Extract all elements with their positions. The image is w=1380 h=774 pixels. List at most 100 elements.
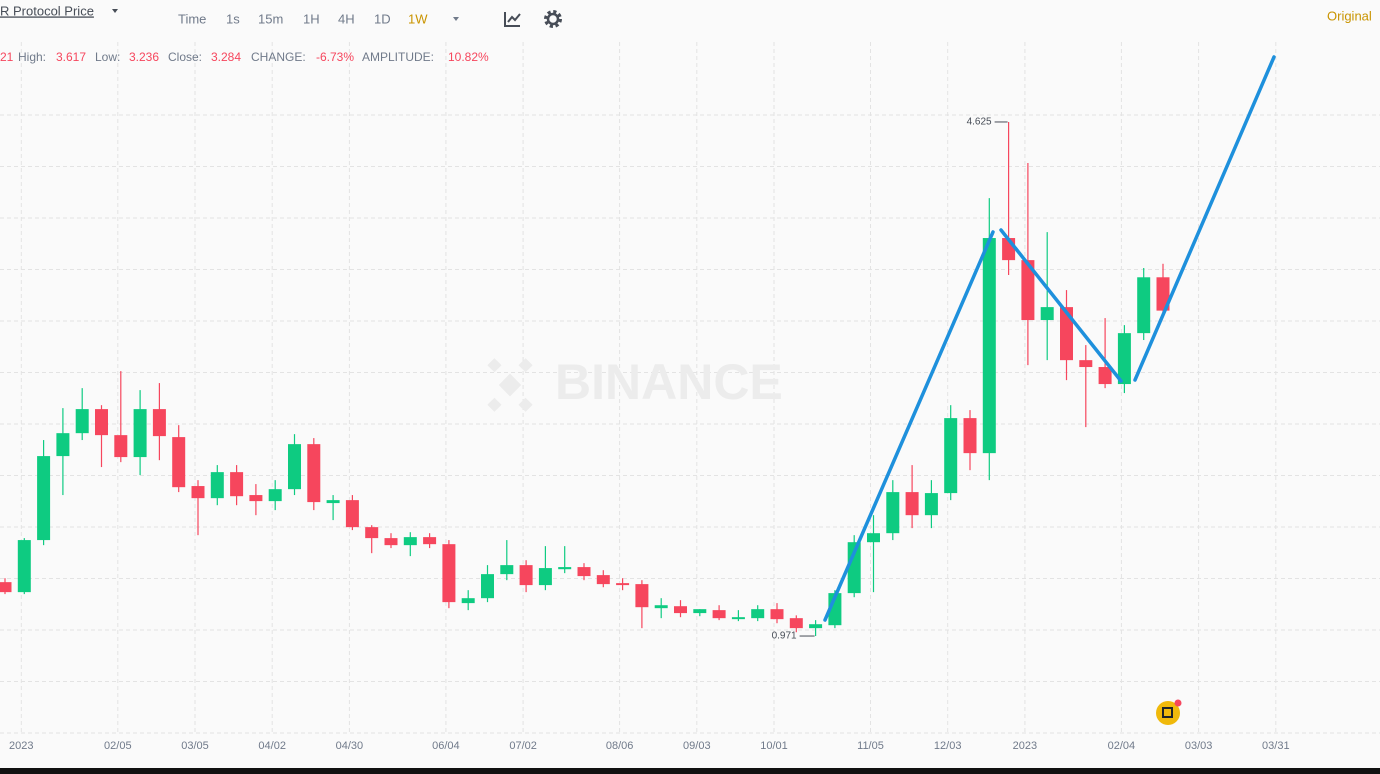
candle bbox=[268, 480, 282, 511]
candle-body bbox=[1060, 307, 1073, 361]
trend-line bbox=[823, 230, 995, 622]
candle bbox=[867, 515, 880, 593]
candle-body bbox=[268, 489, 282, 502]
candle bbox=[1117, 325, 1131, 394]
candle-body bbox=[191, 486, 205, 499]
candle bbox=[249, 484, 263, 516]
interval-option[interactable]: 1s bbox=[226, 11, 240, 26]
candle-body bbox=[288, 444, 301, 490]
x-tick-label: 2023 bbox=[9, 740, 33, 752]
candle bbox=[0, 578, 12, 595]
floating-button[interactable] bbox=[1156, 699, 1182, 726]
candle-body bbox=[789, 618, 803, 629]
interval-option[interactable]: 1H bbox=[303, 11, 320, 26]
candle bbox=[1079, 345, 1093, 428]
x-tick-label: 06/04 bbox=[432, 740, 460, 752]
change-label: CHANGE: bbox=[251, 50, 306, 64]
candle bbox=[577, 563, 591, 581]
settings-icon[interactable] bbox=[544, 10, 562, 28]
grid bbox=[0, 0, 1380, 735]
candle bbox=[365, 525, 379, 554]
open-value: 21 bbox=[0, 50, 14, 64]
interval-option[interactable]: Time bbox=[178, 11, 206, 26]
candle bbox=[191, 480, 205, 536]
candle bbox=[37, 440, 51, 546]
candle bbox=[152, 383, 166, 461]
x-tick-label: 2023 bbox=[1013, 740, 1037, 752]
candle-body bbox=[307, 444, 321, 503]
trend-line bbox=[1133, 55, 1276, 382]
candle bbox=[1137, 267, 1151, 341]
candle bbox=[307, 438, 321, 511]
candle bbox=[693, 609, 707, 617]
candle-body bbox=[152, 409, 166, 437]
x-tick-label: 02/05 bbox=[104, 740, 132, 752]
candle-body bbox=[1137, 277, 1151, 334]
candle-body bbox=[384, 538, 398, 546]
candle-body bbox=[56, 433, 70, 457]
candle bbox=[461, 590, 475, 611]
amplitude-value: 10.82% bbox=[448, 50, 489, 64]
high-label: High: bbox=[18, 50, 46, 64]
candle bbox=[1098, 318, 1112, 389]
candle-body bbox=[963, 418, 977, 454]
interval-option[interactable]: 15m bbox=[258, 11, 283, 26]
candle bbox=[1060, 290, 1073, 381]
x-tick-label: 09/03 bbox=[683, 740, 711, 752]
candle bbox=[654, 598, 668, 619]
interval-option[interactable]: 4H bbox=[338, 11, 355, 26]
candle bbox=[56, 408, 70, 496]
x-tick-label: 04/30 bbox=[336, 740, 364, 752]
candle-body bbox=[95, 409, 108, 436]
candle bbox=[751, 605, 765, 622]
candle-body bbox=[905, 492, 919, 516]
candle bbox=[635, 580, 649, 629]
candle-body bbox=[75, 409, 89, 434]
view-original[interactable]: Original bbox=[1327, 8, 1372, 23]
indicator-icon[interactable] bbox=[504, 12, 521, 27]
interval-caret[interactable] bbox=[453, 17, 459, 21]
x-tick-label: 02/04 bbox=[1108, 740, 1136, 752]
pair-title[interactable]: R Protocol Price bbox=[0, 3, 94, 18]
candle bbox=[75, 388, 89, 441]
candle bbox=[210, 465, 224, 506]
candle-body bbox=[577, 567, 591, 577]
candle bbox=[770, 603, 784, 624]
trend-line bbox=[999, 228, 1123, 383]
candle-body bbox=[249, 495, 263, 502]
candle bbox=[1040, 232, 1054, 361]
candle-body bbox=[519, 565, 533, 586]
candle-body bbox=[1079, 360, 1093, 368]
intervals: Time 1s 15m 1H 4H 1D 1W bbox=[178, 11, 428, 26]
amplitude-label: AMPLITUDE: bbox=[362, 50, 434, 64]
candle-body bbox=[1040, 307, 1054, 321]
candle bbox=[674, 600, 687, 618]
candle-body bbox=[674, 606, 687, 614]
candle bbox=[442, 540, 456, 609]
x-tick-label: 07/02 bbox=[509, 740, 537, 752]
min-label: 0.971 bbox=[772, 631, 797, 642]
interval-option[interactable]: 1W bbox=[408, 11, 428, 26]
candle bbox=[403, 532, 417, 557]
candle-body bbox=[847, 542, 861, 594]
x-tick-label: 12/03 bbox=[934, 740, 962, 752]
max-label: 4.625 bbox=[967, 117, 992, 128]
candle-body bbox=[596, 575, 610, 585]
candle bbox=[133, 390, 147, 476]
candle-body bbox=[500, 565, 514, 575]
candle bbox=[789, 615, 803, 633]
x-tick-label: 08/06 bbox=[606, 740, 634, 752]
title-caret[interactable] bbox=[112, 9, 118, 13]
candle bbox=[558, 546, 572, 574]
watermark-text: BINANCE bbox=[555, 354, 783, 410]
interval-option[interactable]: 1D bbox=[374, 11, 391, 26]
candle-body bbox=[114, 435, 128, 458]
candle bbox=[384, 533, 398, 549]
candle-body bbox=[1098, 367, 1112, 385]
candle bbox=[944, 405, 958, 501]
candle-body bbox=[712, 610, 726, 619]
candle-body bbox=[886, 492, 900, 534]
bottom-bar bbox=[0, 768, 1380, 774]
candle-body bbox=[345, 500, 359, 528]
